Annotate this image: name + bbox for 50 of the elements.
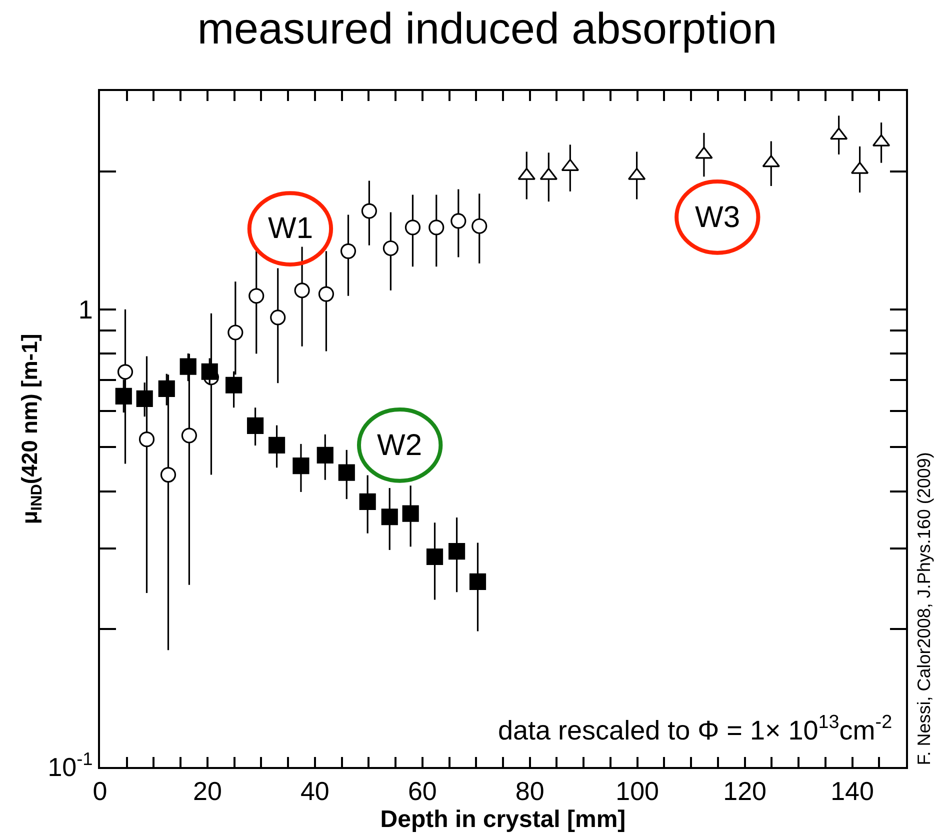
point — [426, 548, 444, 566]
point — [180, 358, 196, 375]
point — [117, 364, 134, 380]
point — [160, 467, 176, 483]
point — [138, 432, 155, 448]
point — [472, 218, 488, 234]
x-tick-label: 0 — [92, 776, 108, 806]
point — [248, 288, 264, 304]
series-label: W1 — [268, 212, 313, 245]
point — [450, 213, 466, 229]
point — [292, 458, 310, 474]
point — [228, 324, 244, 340]
point — [246, 417, 264, 434]
x-tick-label: 80 — [515, 776, 544, 806]
point — [318, 286, 334, 302]
point — [294, 282, 310, 298]
point — [381, 508, 398, 526]
x-tick-label: 20 — [193, 776, 222, 806]
point — [340, 243, 356, 259]
point — [268, 436, 286, 454]
point — [402, 505, 419, 522]
annotation: data rescaled to Φ = 1× 10$^{13}$cm$^{-2}$ — [498, 712, 892, 746]
legend-label: W3 — [695, 201, 740, 234]
point — [361, 203, 377, 219]
point — [382, 240, 398, 256]
point — [338, 464, 355, 481]
point — [201, 363, 218, 380]
x-tick-label: 100 — [616, 776, 660, 806]
x-tick-label: 60 — [408, 776, 437, 806]
point — [469, 573, 486, 590]
point — [316, 446, 334, 464]
point — [404, 220, 421, 236]
text: F. Nessi, Calor2008, J.Phys.160 (2009) — [914, 452, 934, 766]
point — [428, 220, 444, 236]
y-tick-label: 10$^{-1}$ — [48, 749, 93, 782]
point — [181, 428, 197, 444]
x-axis-title: Depth in crystal [mm] — [380, 806, 626, 834]
point — [448, 543, 466, 560]
point — [226, 376, 242, 394]
chart-title: measured induced absorption — [197, 4, 778, 54]
point — [115, 388, 132, 404]
x-tick-label: 40 — [300, 776, 330, 806]
point — [158, 380, 175, 397]
x-tick-label: 120 — [723, 776, 766, 806]
legend-label: W2 — [377, 429, 422, 462]
y-tick-label: 1 — [78, 294, 93, 324]
point — [136, 390, 153, 407]
point — [359, 493, 376, 510]
x-tick-label: 140 — [830, 776, 874, 806]
point — [270, 310, 286, 326]
